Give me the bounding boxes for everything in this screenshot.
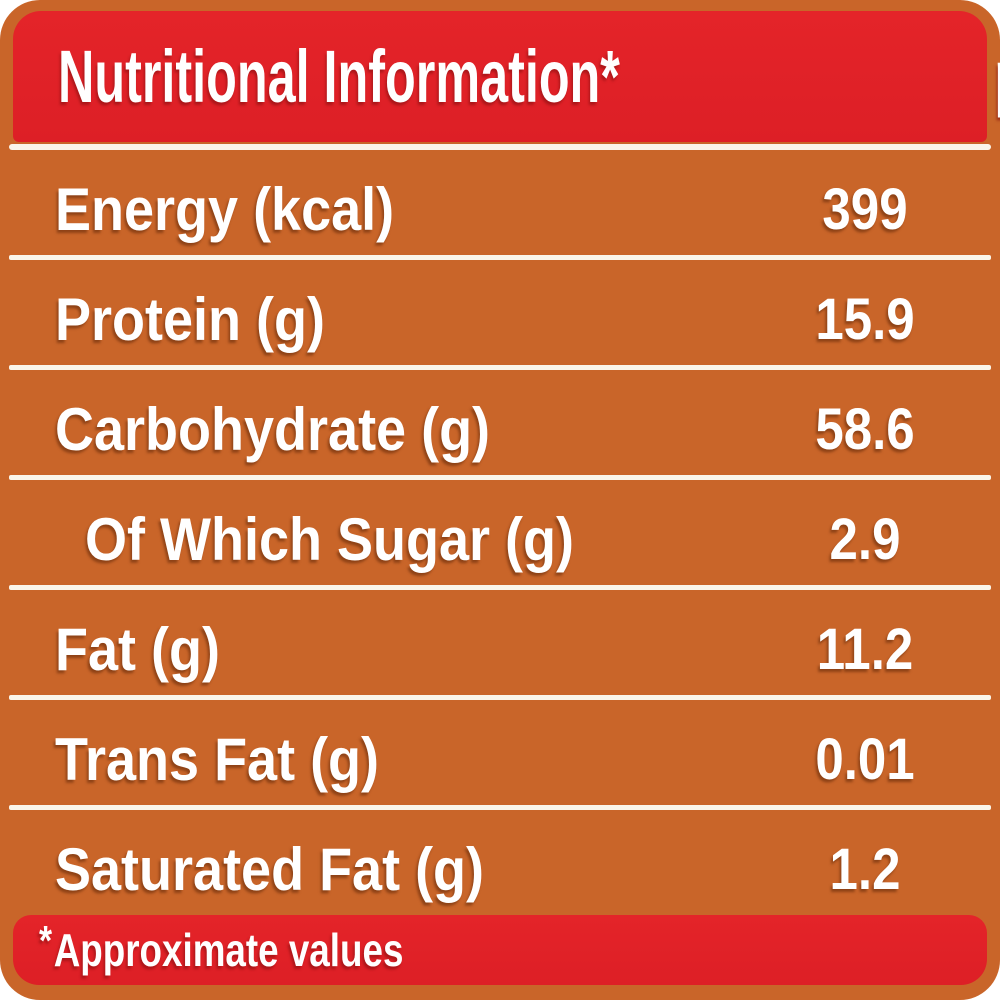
row-divider xyxy=(9,805,991,810)
nutrient-value: 0.01 xyxy=(815,727,915,792)
table-row: Fat (g) 11.2 xyxy=(0,590,1000,695)
table-row: Protein (g) 15.9 xyxy=(0,260,1000,365)
table-row: Energy (kcal) 399 xyxy=(0,150,1000,255)
label-title: Nutritional Information* xyxy=(58,35,620,118)
footnote-asterisk: * xyxy=(39,917,53,964)
nutrient-value: 58.6 xyxy=(815,397,915,462)
nutrition-table: Energy (kcal) 399 Protein (g) 15.9 Carbo… xyxy=(0,150,1000,915)
row-divider xyxy=(9,255,991,260)
nutrient-value: 1.2 xyxy=(829,837,901,902)
nutrient-label: Protein (g) xyxy=(55,286,325,353)
nutrient-label: Carbohydrate (g) xyxy=(55,396,491,463)
footnote-bar: *Approximate values xyxy=(13,915,987,985)
nutrient-value: 11.2 xyxy=(816,617,914,682)
nutrient-label: Trans Fat (g) xyxy=(55,726,380,793)
table-row: Of Which Sugar (g) 2.9 xyxy=(0,480,1000,585)
nutrient-value: 2.9 xyxy=(829,507,901,572)
table-row: Carbohydrate (g) 58.6 xyxy=(0,370,1000,475)
nutrient-label: Energy (kcal) xyxy=(55,176,395,243)
row-divider xyxy=(9,585,991,590)
nutrient-value: 15.9 xyxy=(815,287,915,352)
table-row: Trans Fat (g) 0.01 xyxy=(0,700,1000,805)
nutrient-label: Fat (g) xyxy=(55,616,220,683)
title-bar: Nutritional Information* per 100 g xyxy=(13,11,1000,142)
nutrient-value: 399 xyxy=(822,177,908,242)
footnote: *Approximate values xyxy=(39,917,404,977)
nutrient-label: Of Which Sugar (g) xyxy=(85,506,574,573)
footnote-text: Approximate values xyxy=(53,924,404,976)
table-row: Saturated Fat (g) 1.2 xyxy=(0,810,1000,915)
header-divider xyxy=(9,144,991,150)
nutrient-label: Saturated Fat (g) xyxy=(55,836,485,903)
serving-unit: per 100 g xyxy=(995,34,1000,119)
row-divider xyxy=(9,365,991,370)
row-divider xyxy=(9,475,991,480)
row-divider xyxy=(9,695,991,700)
